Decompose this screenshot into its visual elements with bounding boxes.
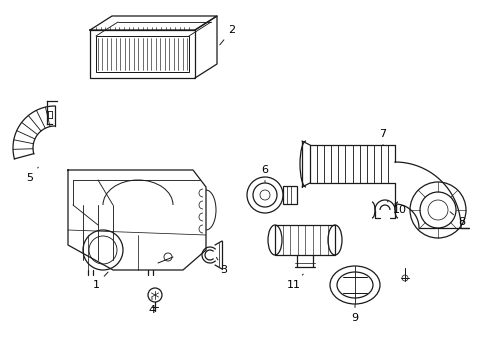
- Text: 10: 10: [386, 202, 406, 215]
- Bar: [274, 225, 334, 255]
- Text: 9: 9: [351, 305, 358, 323]
- Text: 8: 8: [449, 212, 465, 227]
- Text: 6: 6: [261, 165, 268, 182]
- Text: 7: 7: [379, 129, 386, 145]
- Text: 3: 3: [216, 257, 227, 275]
- Text: 1: 1: [92, 272, 108, 290]
- Text: 5: 5: [26, 167, 38, 183]
- Text: 2: 2: [219, 25, 235, 45]
- Bar: [283, 186, 296, 204]
- Bar: [96, 36, 189, 72]
- Text: 4: 4: [148, 298, 155, 315]
- Text: 11: 11: [286, 274, 303, 290]
